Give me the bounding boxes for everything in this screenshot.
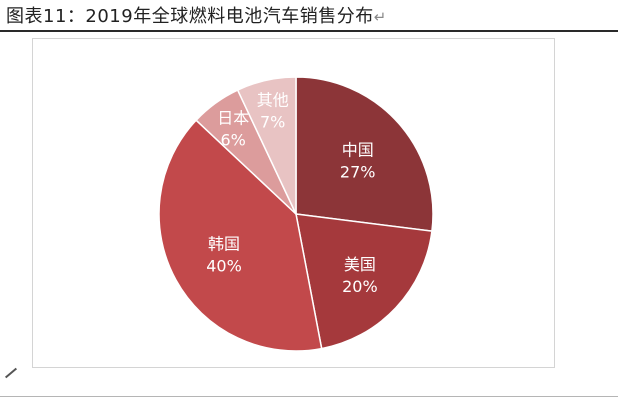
chart-frame: 中国 27% 美国 20% 韩国 40% 日本 6% 其他 7%: [32, 38, 555, 368]
pie-slice-1: [295, 213, 433, 350]
pie-slices: [158, 76, 434, 352]
caption-text: 图表11：2019年全球燃料电池汽车销售分布: [6, 6, 374, 27]
pie-slice-2: [158, 119, 323, 352]
slice-value-label-0: 27%: [340, 163, 376, 182]
slice-category-label-3: 日本: [217, 109, 249, 128]
slice-category-label-0: 中国: [342, 141, 374, 160]
slice-value-label-2: 40%: [206, 257, 242, 276]
pie-slice-4: [236, 76, 297, 215]
slice-category-label-1: 美国: [344, 255, 376, 274]
slice-category-label-4: 其他: [257, 91, 289, 110]
caption-return-mark: ↵: [373, 8, 387, 26]
pie-labels: 中国 27% 美国 20% 韩国 40% 日本 6% 其他 7%: [206, 91, 377, 296]
slice-value-label-3: 6%: [221, 131, 246, 150]
pie-chart: 中国 27% 美国 20% 韩国 40% 日本 6% 其他 7%: [158, 76, 434, 352]
slice-category-label-2: 韩国: [208, 235, 240, 254]
pie-slice-0: [295, 76, 434, 233]
slice-value-label-1: 20%: [342, 277, 378, 296]
slice-value-label-4: 7%: [260, 113, 285, 132]
left-edge-mark: [4, 367, 18, 379]
caption-rule: [0, 30, 618, 32]
figure-caption: 图表11：2019年全球燃料电池汽车销售分布↵: [6, 2, 387, 28]
bottom-rule: [0, 396, 618, 397]
